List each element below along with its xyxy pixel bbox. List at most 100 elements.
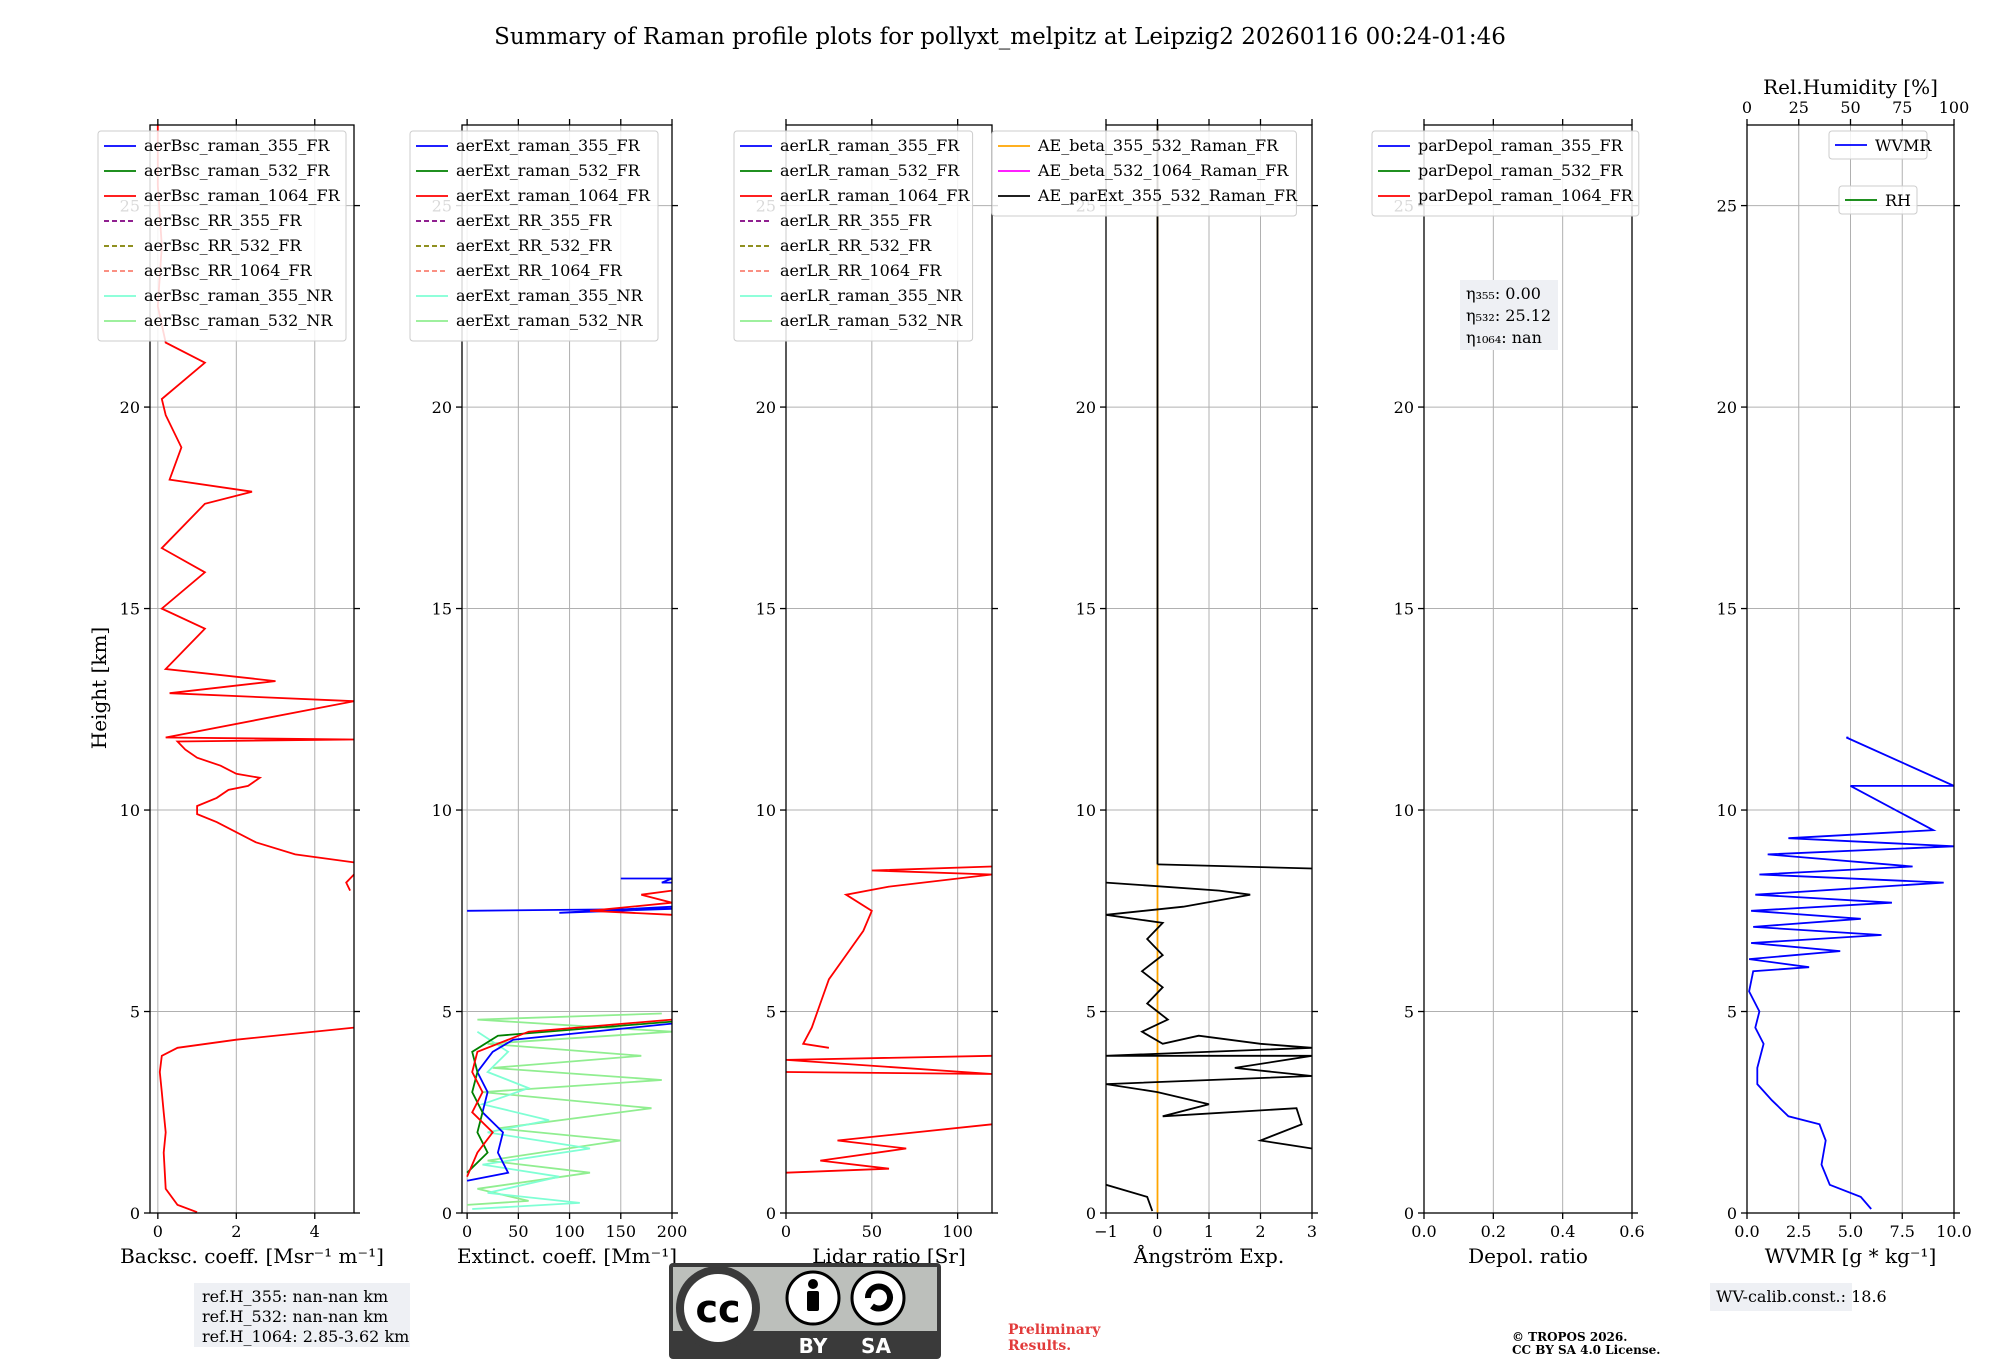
legend-label: aerExt_raman_355_FR (456, 136, 641, 155)
y-tick-label: 0 (130, 1204, 140, 1223)
y-tick-label: 5 (1727, 1003, 1737, 1022)
top-x-tick-label: 100 (1939, 98, 1970, 117)
copyright-line-2: CC BY SA 4.0 License. (1512, 1343, 1660, 1357)
x-tick-label: 100 (942, 1222, 973, 1241)
axes-frame (1423, 124, 1633, 1214)
series-group (1106, 125, 1312, 1213)
legend-label: AE_parExt_355_532_Raman_FR (1037, 186, 1298, 205)
y-tick-label: 20 (1717, 398, 1737, 417)
x-tick-label: 0.6 (1619, 1222, 1644, 1241)
top-x-axis-label: Rel.Humidity [%] (1763, 75, 1938, 99)
legend-label: aerBsc_raman_532_FR (144, 161, 330, 180)
x-tick-label: 0.4 (1550, 1222, 1575, 1241)
series-line-aerLR_raman_1064_FR (786, 1123, 992, 1174)
y-tick-label: 25 (1717, 197, 1737, 216)
x-tick-label: 10.0 (1936, 1222, 1972, 1241)
series-group (1748, 736, 1954, 1210)
legend-label: aerExt_raman_532_NR (456, 311, 644, 330)
y-tick-label: 10 (1717, 801, 1737, 820)
by-icon-body (807, 1291, 819, 1311)
wv-calibration-box: WV-calib.const.: 18.6 (1710, 1283, 1887, 1311)
legend-label: aerExt_raman_532_FR (456, 161, 641, 180)
eta-annotation-line: η₅₃₂: 25.12 (1466, 306, 1551, 325)
legend-box: aerBsc_raman_355_FR aerBsc_raman_532_FRae… (97, 130, 347, 342)
x-tick-label: 3 (1307, 1222, 1317, 1241)
legend-label: aerExt_RR_532_FR (456, 236, 613, 255)
top-x-tick-label: 75 (1892, 98, 1912, 117)
eta-annotation-background (1460, 280, 1558, 350)
x-tick-label: 2 (1255, 1222, 1265, 1241)
wv-calibration-background (1710, 1283, 1852, 1311)
series-line-aerExt_raman_532_NR (467, 1012, 672, 1206)
x-axis-label: WVMR [g * kg⁻¹] (1765, 1244, 1937, 1268)
y-tick-label: 15 (120, 600, 140, 619)
legend-label: aerExt_RR_355_FR (456, 211, 613, 230)
top-x-tick-label: 0 (1742, 98, 1752, 117)
legend-label: parDepol_raman_532_FR (1418, 161, 1624, 180)
y-tick-label: 0 (766, 1204, 776, 1223)
x-tick-label: 0.0 (1411, 1222, 1436, 1241)
y-tick-label: 10 (432, 801, 452, 820)
legend-label: aerLR_raman_532_NR (780, 311, 963, 330)
y-tick-label: 10 (756, 801, 776, 820)
x-tick-label: 0 (153, 1222, 163, 1241)
y-tick-label: 20 (1394, 398, 1414, 417)
top-x-tick-label: 25 (1789, 98, 1809, 117)
y-tick-label: 15 (756, 600, 776, 619)
legend-label: aerLR_raman_532_FR (780, 161, 960, 180)
legend-label: aerLR_raman_355_NR (780, 286, 963, 305)
series-line-aerBsc_raman_1064_FR (158, 1026, 354, 1213)
y-tick-label: 5 (130, 1003, 140, 1022)
series-line-aerExt_raman_355_FR (466, 1022, 672, 1182)
series-group (466, 877, 672, 1210)
series-line-AE_parExt_355_532_Raman_FR (1106, 881, 1312, 1150)
legend-frame (409, 130, 659, 342)
series-line-aerExt_raman_1064_FR (466, 1018, 672, 1178)
legend-label: aerBsc_RR_355_FR (144, 211, 302, 230)
y-tick-label: 15 (1394, 600, 1414, 619)
panel-bsc: 0240510152025Backsc. coeff. [Msr⁻¹ m⁻¹]a… (97, 119, 384, 1268)
legend-label: aerBsc_raman_532_NR (144, 311, 333, 330)
x-tick-label: 7.5 (1890, 1222, 1915, 1241)
legend-box: aerLR_raman_355_FR aerLR_raman_532_FR aerL… (733, 130, 974, 342)
legend-label: aerBsc_raman_355_NR (144, 286, 333, 305)
x-tick-label: 0 (1152, 1222, 1162, 1241)
y-tick-label: 15 (1076, 600, 1096, 619)
panel-lr: 0501000510152025Lidar ratio [Sr]aerLR_ra… (733, 119, 998, 1268)
cc-logo-circle (684, 1274, 752, 1342)
x-tick-label: 0 (781, 1222, 791, 1241)
y-tick-label: 5 (766, 1003, 776, 1022)
eta-annotation: η₃₅₅: 0.00 η₅₃₂: 25.12 η₁₀₆₄: nan (1460, 280, 1558, 350)
legend-label: aerLR_RR_355_FR (780, 211, 932, 230)
legend-label: aerExt_raman_355_NR (456, 286, 644, 305)
series-line-aerExt_raman_532_FR (466, 1020, 672, 1174)
legend-box: parDepol_raman_355_FR parDepol_raman_532_… (1371, 130, 1640, 217)
figure-title: Summary of Raman profile plots for polly… (494, 24, 1506, 50)
legend-frame (991, 130, 1297, 217)
legend-label: aerExt_RR_1064_FR (456, 261, 623, 280)
legend-box: WVMR (1828, 130, 1932, 160)
cc-license-badge: cc BY SA (669, 1263, 941, 1359)
legend-box: aerExt_raman_355_FR aerExt_raman_532_FRae… (409, 130, 659, 342)
axes-frame (149, 124, 355, 1214)
axes-frame (461, 124, 673, 1214)
x-tick-label: 0.2 (1481, 1222, 1506, 1241)
y-tick-label: 5 (442, 1003, 452, 1022)
reference-height-box: ref.H_355: nan-nan km ref.H_532: nan-nan… (194, 1283, 410, 1347)
series-group (786, 865, 992, 1174)
legend-label: AE_beta_532_1064_Raman_FR (1037, 161, 1289, 180)
legend-frame (733, 130, 974, 342)
legend-label: AE_beta_355_532_Raman_FR (1037, 136, 1279, 155)
cc-logo-text: cc (695, 1287, 740, 1331)
x-tick-label: 5.0 (1838, 1222, 1863, 1241)
legend-label: aerLR_raman_1064_FR (780, 186, 970, 205)
legend-frame (1371, 130, 1640, 217)
legend-box: AE_beta_355_532_Raman_FR AE_beta_532_1064… (991, 130, 1298, 217)
legend-label: aerLR_raman_355_FR (780, 136, 960, 155)
eta-annotation-line: η₃₅₅: 0.00 (1466, 284, 1541, 303)
x-axis-label: Backsc. coeff. [Msr⁻¹ m⁻¹] (120, 1244, 384, 1268)
refh-355: ref.H_355: nan-nan km (202, 1287, 388, 1306)
x-tick-label: 2 (231, 1222, 241, 1241)
series-line-aerBsc_raman_1064_FR (156, 125, 354, 864)
